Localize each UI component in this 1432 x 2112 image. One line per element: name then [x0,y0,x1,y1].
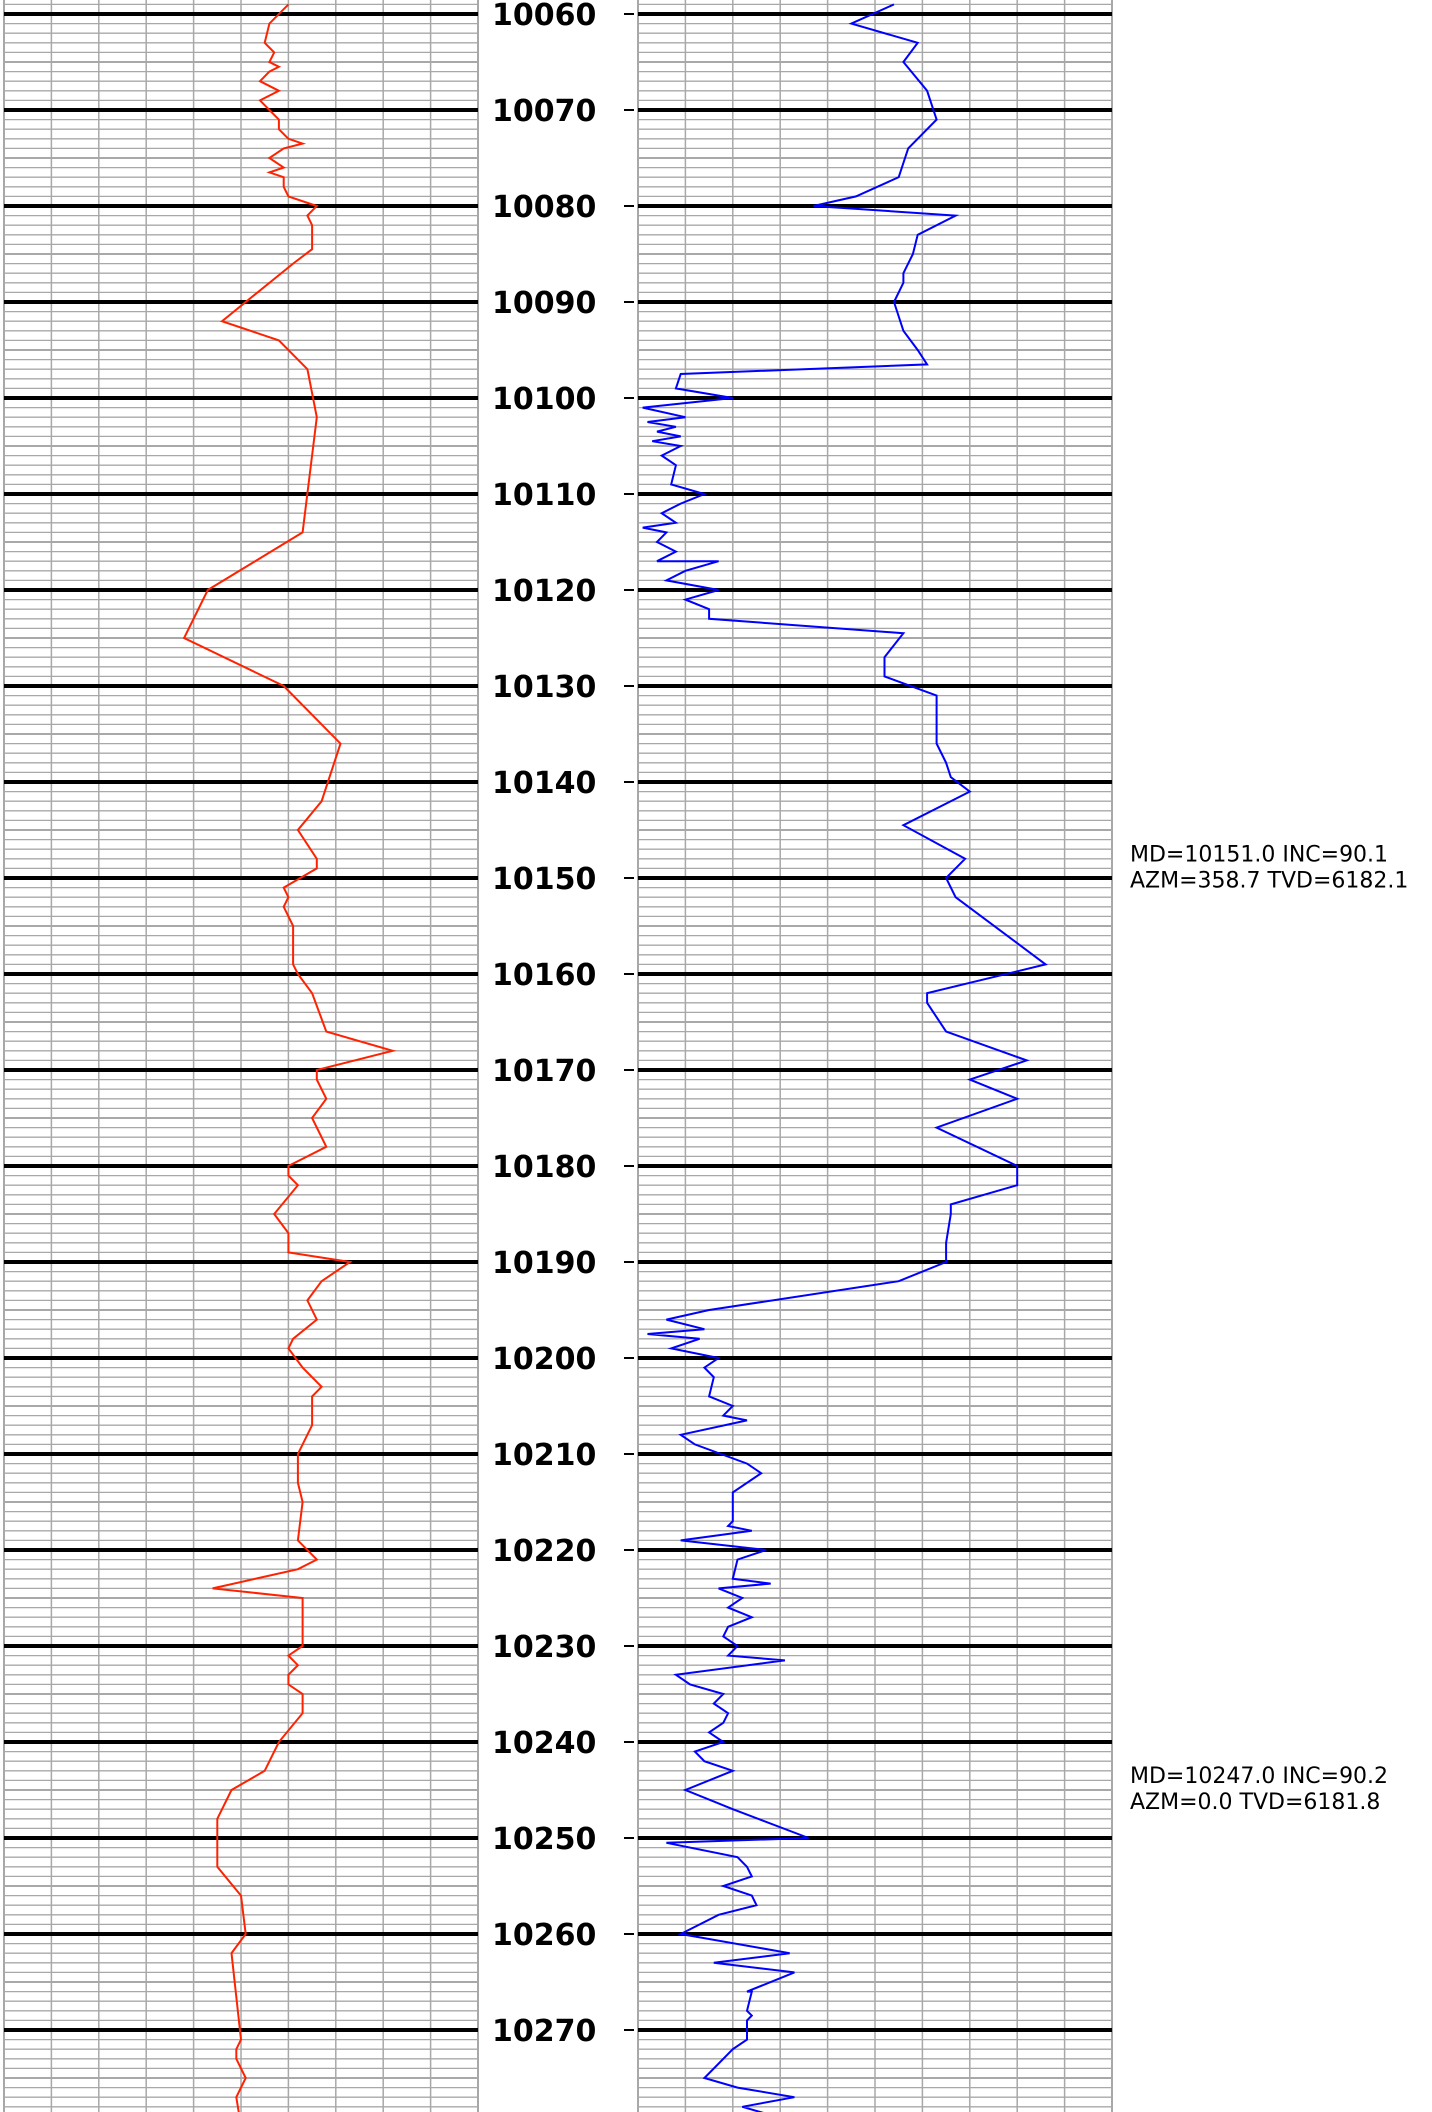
depth-label: 10200 [492,1342,596,1377]
depth-label: 10190 [492,1246,596,1281]
depth-label: 10270 [492,2014,596,2049]
depth-label: 10110 [492,478,596,513]
left-track-series-line [182,3,397,2112]
survey-annotation-line: MD=10151.0 INC=90.1 [1130,843,1388,868]
depth-label: 10240 [492,1726,596,1761]
left-track-grid [3,0,479,2112]
depth-label: 10180 [492,1150,596,1185]
depth-label: 10150 [492,862,596,897]
depth-label: 10220 [492,1534,596,1569]
depth-label: 10120 [492,574,596,609]
depth-label: 10140 [492,766,596,801]
depth-label: 10060 [492,0,596,33]
survey-annotation-line: AZM=0.0 TVD=6181.8 [1130,1790,1380,1815]
right-track-series-line [642,3,1048,2112]
depth-label: 10100 [492,382,596,417]
depth-label: 10250 [492,1822,596,1857]
right-track-curve [642,3,1048,2112]
depth-label: 10210 [492,1438,596,1473]
depth-label: 10160 [492,958,596,993]
left-track-curve [182,3,397,2112]
survey-annotation-line: MD=10247.0 INC=90.2 [1130,1764,1388,1789]
survey-annotation-line: AZM=358.7 TVD=6182.1 [1130,869,1408,894]
depth-label: 10070 [492,94,596,129]
depth-axis-labels: 10060 10070 10080 10090 10100 10110 10120 10130… [492,0,596,2049]
depth-label: 10130 [492,670,596,705]
depth-label: 10090 [492,286,596,321]
depth-label: 10080 [492,190,596,225]
depth-label: 10260 [492,1918,596,1953]
depth-label: 10170 [492,1054,596,1089]
depth-label: 10230 [492,1630,596,1665]
